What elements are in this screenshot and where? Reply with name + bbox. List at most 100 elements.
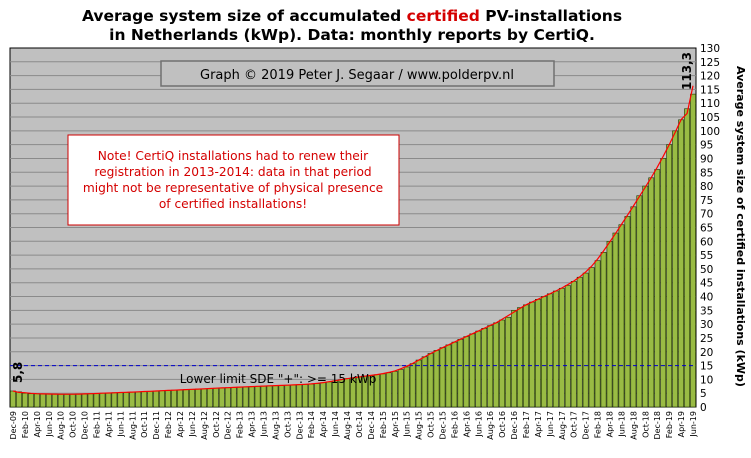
bar	[684, 108, 690, 408]
bar	[195, 388, 201, 408]
bar	[135, 391, 142, 408]
first-value-label: 5,8	[11, 362, 25, 383]
note-line-2: registration in 2013-2014: data in that …	[94, 165, 371, 179]
bar	[212, 387, 219, 408]
y-tick-label: 120	[700, 71, 720, 83]
bar	[153, 390, 160, 408]
bar	[302, 384, 309, 408]
x-tick-label: Jun-10	[45, 411, 54, 438]
bar	[421, 356, 428, 408]
x-axis-ticks: Dec-09 Feb-10 Apr-10 Jun-10 Aug-10 Oct-10 Dec-…	[9, 411, 698, 440]
bar	[81, 393, 88, 408]
bar	[165, 390, 171, 408]
bar	[177, 389, 183, 408]
bar	[588, 267, 595, 408]
x-tick-label: Feb-16	[450, 411, 459, 438]
y-axis-label: Average system size of certified install…	[734, 66, 747, 387]
x-tick-label: Aug-14	[343, 411, 352, 440]
x-tick-label: Aug-13	[272, 411, 281, 440]
bar	[558, 287, 565, 408]
bar	[218, 387, 225, 408]
x-tick-label: Apr-16	[462, 411, 471, 437]
y-tick-label: 40	[700, 292, 713, 304]
x-tick-label: Oct-15	[427, 411, 436, 438]
bar	[129, 391, 136, 408]
bar	[618, 224, 625, 408]
bar	[678, 119, 684, 408]
bar	[523, 304, 529, 408]
bar	[117, 392, 124, 408]
bar	[159, 390, 165, 408]
x-tick-label: Dec-10	[81, 411, 90, 440]
x-tick-label: Feb-13	[236, 411, 245, 438]
x-tick-label: Jun-13	[260, 411, 269, 438]
bar	[445, 344, 452, 408]
bar	[206, 388, 213, 408]
y-tick-label: 80	[700, 181, 713, 193]
bar	[672, 130, 679, 408]
y-tick-label: 10	[700, 374, 713, 386]
bar	[379, 373, 386, 408]
x-tick-label: Jun-16	[474, 411, 483, 438]
bar	[576, 276, 583, 408]
x-tick-label: Apr-12	[176, 411, 185, 437]
x-tick-label: Oct-17	[570, 411, 579, 438]
bar	[397, 369, 404, 408]
x-tick-label: Apr-15	[391, 411, 400, 437]
trend-curve	[12, 85, 694, 395]
bar	[463, 336, 470, 408]
y-tick-label: 65	[700, 223, 713, 235]
note-line-4: of certified installations!	[159, 197, 307, 211]
x-tick-label: Dec-15	[439, 411, 448, 440]
y-tick-label: 130	[700, 43, 720, 55]
x-tick-label: Oct-18	[641, 411, 650, 438]
chart-title-line-2: in Netherlands (kWp). Data: monthly repo…	[109, 26, 595, 44]
bar	[546, 293, 553, 408]
bar	[69, 393, 76, 408]
bar	[200, 388, 207, 408]
bar	[690, 93, 696, 408]
chart-title-line-1: Average system size of accumulated certi…	[82, 7, 622, 25]
x-tick-label: Oct-12	[212, 411, 221, 438]
bar	[296, 384, 303, 408]
x-tick-label: Dec-17	[582, 411, 591, 440]
y-tick-label: 100	[700, 126, 720, 138]
bar	[314, 383, 321, 408]
bar	[39, 393, 46, 408]
bar	[624, 216, 631, 408]
x-tick-label: Apr-13	[248, 411, 257, 437]
x-tick-label: Apr-18	[606, 411, 615, 437]
bar	[22, 392, 28, 408]
bar	[87, 393, 94, 408]
x-tick-label: Jun-12	[188, 411, 197, 438]
bar	[457, 339, 464, 408]
y-tick-label: 90	[700, 153, 713, 165]
bar	[308, 383, 315, 408]
x-tick-label: Jun-15	[403, 411, 412, 438]
x-tick-label: Aug-15	[415, 411, 424, 440]
bar	[10, 390, 16, 408]
bar	[666, 144, 673, 408]
y-tick-label: 105	[700, 112, 720, 124]
note-box	[67, 134, 400, 226]
bar	[481, 327, 488, 408]
y-tick-label: 15	[700, 361, 713, 373]
x-tick-label: Dec-16	[510, 411, 519, 440]
bar	[248, 386, 255, 408]
bar	[111, 392, 118, 408]
x-tick-label: Dec-09	[9, 411, 18, 440]
bar	[105, 392, 112, 408]
bar	[427, 353, 434, 408]
bar	[451, 341, 458, 408]
x-tick-label: Oct-14	[355, 411, 364, 438]
bar	[147, 390, 154, 408]
bar	[141, 391, 148, 408]
x-tick-label: Aug-16	[486, 411, 495, 440]
bar	[266, 385, 273, 408]
y-tick-label: 30	[700, 319, 713, 331]
bar	[123, 392, 130, 408]
lower-limit-label: Lower limit SDE "+": >= 15 kWp	[180, 372, 377, 386]
x-tick-label: Aug-10	[57, 411, 66, 440]
bar	[636, 195, 643, 408]
